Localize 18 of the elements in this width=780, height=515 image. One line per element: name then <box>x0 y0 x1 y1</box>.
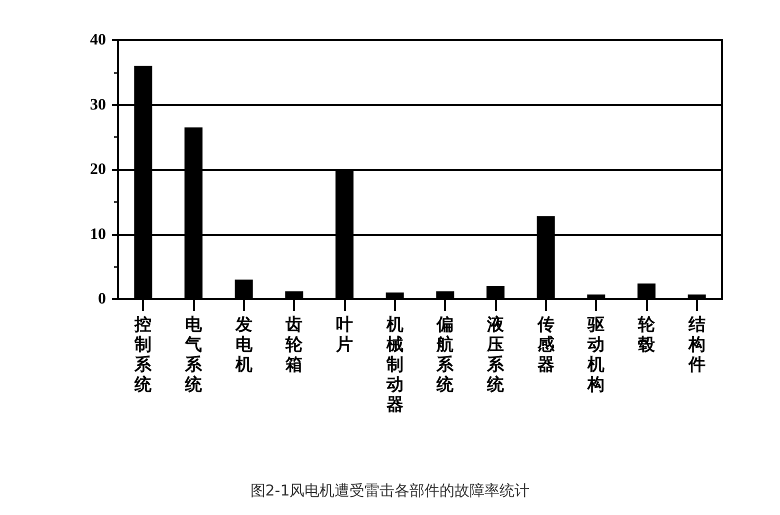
x-tick-label: 控制系统 <box>134 315 153 395</box>
x-tick-label: 传感器 <box>536 315 556 375</box>
y-tick-label: 40 <box>90 32 106 48</box>
x-tick-label: 液压系统 <box>486 315 505 395</box>
y-tick-label: 10 <box>90 226 106 243</box>
x-tick-label: 齿轮箱 <box>284 315 304 375</box>
y-tick-label: 20 <box>90 161 106 178</box>
y-tick-label: 30 <box>90 96 106 114</box>
x-tick-label: 结构件 <box>687 315 706 375</box>
x-tick-label: 偏航系统 <box>436 315 455 395</box>
caption: 图2-1风电机遭受雷击各部件的故障率统计 <box>250 482 530 500</box>
x-tick-label: 轮毂 <box>637 315 656 355</box>
y-tick-label: 0 <box>98 290 106 308</box>
x-tick-label: 电气系统 <box>184 315 203 395</box>
x-tick-label: 驱动机构 <box>586 315 605 395</box>
x-tick-label: 叶片 <box>335 315 353 355</box>
x-tick-label: 机械制动器 <box>385 315 404 415</box>
x-tick-label: 发电机 <box>234 315 254 375</box>
